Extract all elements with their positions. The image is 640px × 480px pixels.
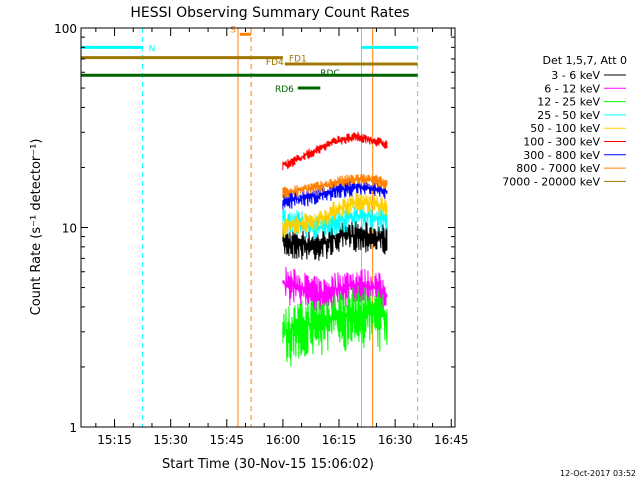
legend-entry-label: 25 - 50 keV [537,109,600,122]
flag-label-fd1: FD1 [289,55,307,65]
legend-header: Det 1,5,7, Att 0 [543,54,627,67]
flag-label-n: N [149,44,156,54]
y-axis-label: Count Rate (s⁻¹ detector⁻¹) [29,139,44,316]
plot-frame [80,27,456,428]
series-line [282,173,388,199]
series-line [282,131,388,171]
flag-label-rdc: RDC [320,69,339,79]
legend-entry-label: 50 - 100 keV [530,122,600,135]
x-axis-label: Start Time (30-Nov-15 15:06:02) [162,457,374,472]
chart-title: HESSI Observing Summary Count Rates [130,5,409,21]
legend-entry-label: 300 - 800 keV [523,149,600,162]
flag-label-rd6: RD6 [275,85,294,95]
series-line [282,203,388,240]
x-tick-label: 16:30 [378,433,413,447]
x-tick-label: 15:15 [97,433,132,447]
series-line [282,179,388,210]
series-line [282,192,388,238]
x-tick-label: 15:45 [209,433,244,447]
series-line [282,266,388,316]
legend-entry-label: 6 - 12 keV [544,82,600,95]
x-tick-label: 16:15 [322,433,357,447]
y-tick-label: 1 [69,421,77,435]
legend-entry-label: 12 - 25 keV [537,96,600,109]
series-line [282,221,388,261]
legend-entry-label: 100 - 300 keV [523,136,600,149]
legend-entry-label: 3 - 6 keV [551,69,600,82]
flag-label-fd4: FD4 [266,58,284,68]
x-tick-label: 16:45 [434,433,469,447]
legend-entry-label: 800 - 7000 keV [516,162,600,175]
x-tick-label: 15:30 [153,433,188,447]
footer-date: 12-Oct-2017 03:52 [560,469,636,478]
axes: 1 10 100 15:15 15:30 15:45 16:00 16:15 16:30 16:4… [54,22,468,447]
plot-area: N S FD1 FD4 RDC RD6 [80,25,419,427]
y-tick-label: 10 [62,222,77,236]
y-tick-label: 100 [54,22,77,36]
flag-label-s: S [230,25,236,35]
series-line [282,285,388,367]
legend-entry-label: 7000 - 20000 keV [502,175,600,188]
x-tick-label: 16:00 [266,433,301,447]
